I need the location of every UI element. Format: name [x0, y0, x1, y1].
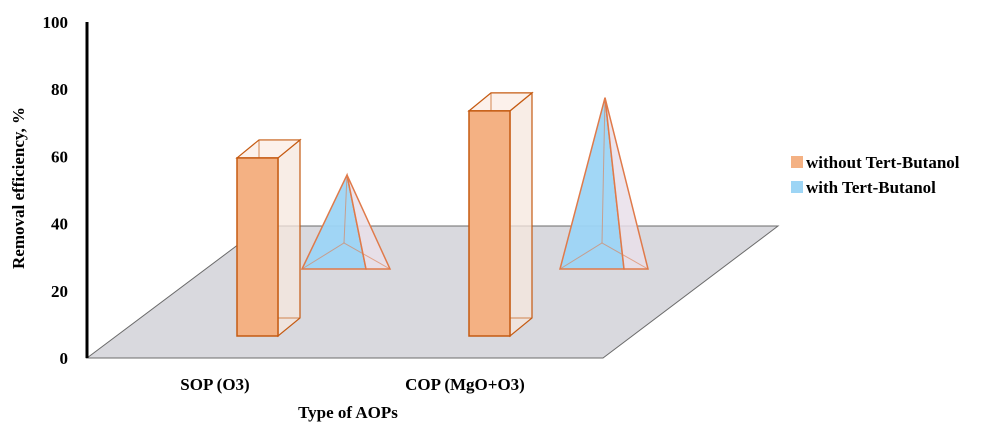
chart-floor: [85, 225, 780, 359]
y-tick-label: 20: [51, 282, 68, 301]
y-tick-label: 40: [51, 215, 68, 234]
legend-label: with Tert-Butanol: [806, 178, 936, 197]
bar-marks: [235, 91, 649, 338]
y-tick-label: 100: [43, 13, 69, 32]
pyramid-with-tert-butanol: [300, 172, 392, 270]
legend-label: without Tert-Butanol: [806, 153, 960, 172]
legend-swatch: [791, 156, 803, 168]
category-labels: SOP (O3) COP (MgO+O3): [180, 375, 525, 394]
pyramid-with-tert-butanol: [559, 97, 649, 270]
y-axis-title: Removal efficiency, %: [9, 107, 28, 269]
bar-without-tert-butanol: [235, 138, 302, 338]
y-tick-labels: 0 20 40 60 80 100: [43, 13, 69, 368]
x-axis-title: Type of AOPs: [298, 403, 398, 422]
legend-swatch: [791, 181, 803, 193]
x-category-label: SOP (O3): [180, 375, 249, 394]
y-tick-label: 80: [51, 80, 68, 99]
x-category-label: COP (MgO+O3): [405, 375, 525, 394]
y-tick-label: 0: [60, 349, 69, 368]
legend: without Tert-Butanol with Tert-Butanol: [791, 153, 960, 197]
y-tick-label: 60: [51, 147, 68, 166]
bar-without-tert-butanol: [467, 91, 534, 338]
